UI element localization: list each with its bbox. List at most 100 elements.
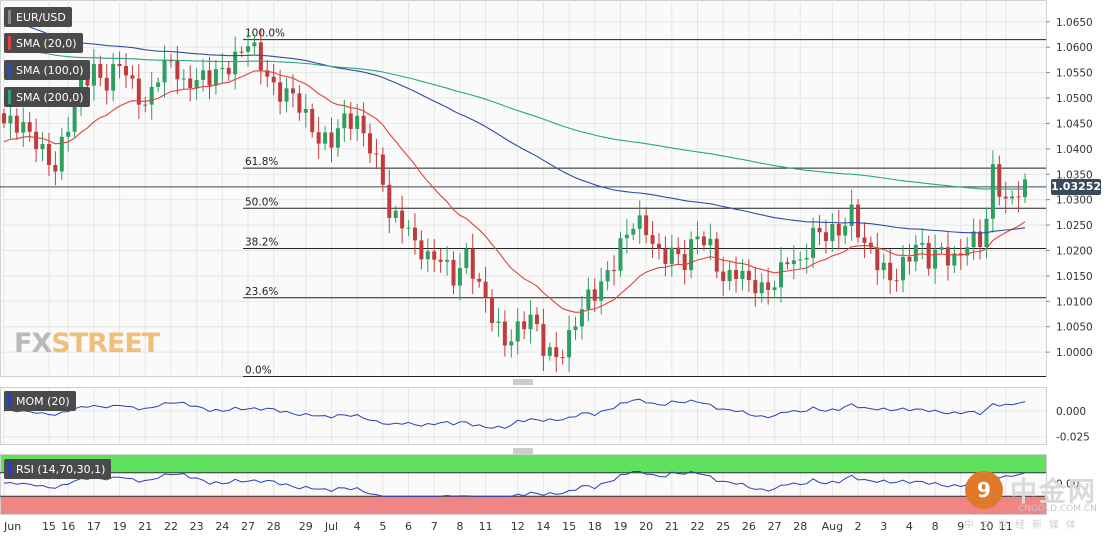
candle-body [567,330,572,358]
candle-body [387,184,392,218]
candle-body [329,132,334,148]
candle-body [534,314,539,324]
rsi-panel: 0.00 [0,455,1079,514]
rsi-tick-label: 0.00 [1056,478,1079,490]
candle-body [91,64,96,86]
candle-body [656,243,661,249]
x-tick-label: 7 [431,520,438,533]
fib-label: 38.2% [245,236,278,248]
candle-body [258,42,263,71]
candle-body [136,78,141,105]
candle-body [881,262,886,271]
rsi-overbought-zone [1,455,1046,473]
legend-sma20: SMA (20,0) [4,33,83,53]
candle-body [599,281,604,301]
x-tick-label: Jun [3,520,21,533]
x-tick-label: 29 [299,520,313,533]
candle-body [297,93,302,113]
candle-body [933,249,938,269]
candle-body [624,234,629,239]
legend-rsi-label: RSI (14,70,30,1) [16,462,106,476]
x-tick-label: Aug [822,520,843,533]
candle-body [1023,179,1027,198]
candle-body [355,115,360,129]
x-tick-label: 15 [562,520,576,533]
candle-body [213,69,218,86]
candle-body [406,227,411,229]
cngold-mark: 9 [965,471,1003,509]
candle-body [27,122,32,132]
candle-body [21,122,26,133]
candle-body [714,238,719,272]
candle-body [53,165,58,172]
legend-mom-label: MOM (20) [16,394,70,408]
candle-body [547,347,552,356]
candle-body [361,115,366,134]
candle-body [952,253,957,266]
candle-body [900,257,905,281]
x-tick-label: 28 [793,520,807,533]
candle-body [104,77,109,91]
candle-body [509,341,514,346]
candle-body [836,223,841,236]
fib-label: 0.0% [245,365,272,377]
candle-body [188,78,193,88]
x-tick-label: 20 [639,520,653,533]
candle-body [445,259,450,262]
fib-label: 100.0% [245,28,285,40]
candle-body [412,227,417,241]
cngold-subtitle: 中文财经新媒体 [964,520,1083,531]
candle-body [708,238,713,246]
x-tick-label: 14 [536,520,550,533]
x-tick-label: 19 [613,520,627,533]
candle-body [682,254,687,271]
grid [0,0,1047,515]
fibonacci-levels: 100.0% 61.8% 50.0% 38.2% 23.6% 0.0% [0,28,1046,378]
x-tick-label: 4 [906,520,913,533]
moving-averages [3,18,1026,313]
legend-sma200: SMA (200,0) [4,87,90,107]
candle-body [554,347,559,358]
candle-body [913,244,918,262]
candle-body [380,154,385,185]
momentum-panel: 0.000 -0.025 [0,398,1090,444]
candle-body [695,236,700,240]
x-tick-label: 8 [932,520,939,533]
candle-body [66,131,71,137]
candle-body [766,282,771,291]
candle-body [400,210,405,229]
fxstreet-watermark: FXSTREET [14,328,160,359]
candle-body [201,70,206,80]
candle-body [8,115,13,124]
candle-body [945,247,950,266]
candle-body [374,153,379,155]
candle-body [143,104,148,106]
candle-body [111,63,116,91]
mom-panel-frame [0,387,1047,445]
candle-body [843,225,848,236]
candle-body [368,133,373,154]
candle-body [181,78,186,80]
candle-body [772,287,777,291]
mom-tick-label: -0.025 [1056,432,1090,444]
legend-sma100: SMA (100,0) [4,60,90,80]
candle-body [727,269,732,282]
candle-body [496,321,501,323]
price-axis: 1.0650 1.0600 1.0550 1.0500 1.0450 1.0400 1.03… [1046,17,1093,359]
candle-body [239,51,244,53]
candle-body [149,86,154,105]
candle-body [46,144,51,166]
price-tick-label: 1.0600 [1056,42,1093,54]
x-tick-label: 25 [716,520,730,533]
candle-body [233,51,238,75]
candle-body [303,108,308,113]
candle-body [40,144,45,150]
legend-sma200-label: SMA (200,0) [16,90,84,104]
candle-body [1010,196,1015,199]
candle-body [117,63,122,67]
sma100-swatch [8,63,11,77]
legend-sma20-label: SMA (20,0) [16,36,77,50]
candle-body [785,262,790,265]
candle-body [868,242,873,248]
